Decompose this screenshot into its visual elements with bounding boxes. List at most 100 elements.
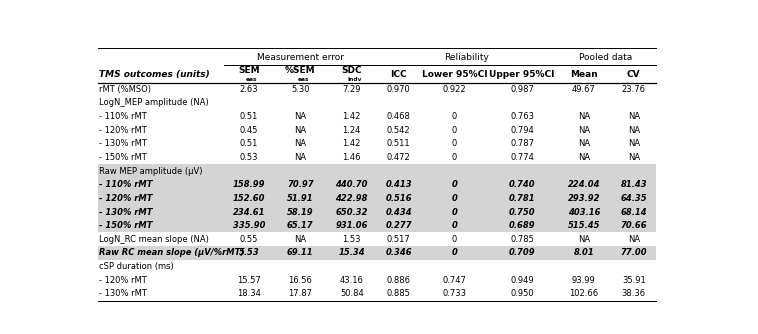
Text: - 110% rMT: - 110% rMT [99,112,146,121]
Text: 64.35: 64.35 [620,194,647,203]
Text: 335.90: 335.90 [233,221,265,230]
Text: TMS outcomes (units): TMS outcomes (units) [99,70,210,79]
Text: 1.53: 1.53 [343,235,361,244]
Text: - 130% rMT: - 130% rMT [99,139,147,148]
Text: 1.42: 1.42 [343,112,361,121]
Text: 0.53: 0.53 [240,153,258,162]
Text: 1.46: 1.46 [343,153,361,162]
Text: eas: eas [298,77,309,82]
Text: Raw MEP amplitude (μV): Raw MEP amplitude (μV) [99,167,202,176]
Text: - 120% rMT: - 120% rMT [99,126,146,135]
Text: Raw RC mean slope (μV/%rMT): Raw RC mean slope (μV/%rMT) [99,248,244,258]
Text: 70.97: 70.97 [287,180,314,189]
Text: 15.57: 15.57 [237,276,261,285]
Text: Measurement error: Measurement error [257,53,344,62]
Text: - 150% rMT: - 150% rMT [99,221,152,230]
Bar [98,219,656,232]
Text: 0.55: 0.55 [240,235,258,244]
Text: - 120% rMT: - 120% rMT [99,194,152,203]
Text: 51.91: 51.91 [287,194,314,203]
Text: 0: 0 [452,180,458,189]
Text: Upper 95%CI: Upper 95%CI [490,70,555,79]
Text: 0.774: 0.774 [510,153,534,162]
Text: 15.34: 15.34 [338,248,365,258]
Text: 0.709: 0.709 [509,248,535,258]
Text: 5.53: 5.53 [239,248,259,258]
Text: 0: 0 [452,248,458,258]
Text: LogN_RC mean slope (NA): LogN_RC mean slope (NA) [99,235,208,244]
Text: %SEM: %SEM [285,66,315,75]
Text: 23.76: 23.76 [622,85,646,94]
Text: Pooled data: Pooled data [579,53,632,62]
Text: 0.689: 0.689 [509,221,535,230]
Text: 0: 0 [452,126,457,135]
Text: SEM: SEM [238,66,260,75]
Text: 8.01: 8.01 [574,248,594,258]
Text: 0: 0 [452,112,457,121]
Text: 0.886: 0.886 [387,276,411,285]
Text: Mean: Mean [570,70,597,79]
Text: 58.19: 58.19 [287,207,314,216]
Text: 16.56: 16.56 [289,276,312,285]
Text: 0.472: 0.472 [387,153,411,162]
Text: 18.34: 18.34 [237,289,261,298]
Text: 0.45: 0.45 [240,126,258,135]
Text: 38.36: 38.36 [622,289,646,298]
Text: 422.98: 422.98 [336,194,368,203]
Text: 650.32: 650.32 [336,207,368,216]
Text: 0.950: 0.950 [510,289,534,298]
Text: 0: 0 [452,235,457,244]
Text: 0.740: 0.740 [509,180,535,189]
Text: - 120% rMT: - 120% rMT [99,276,146,285]
Text: 0.516: 0.516 [385,194,412,203]
Text: 65.17: 65.17 [287,221,314,230]
Text: 0.987: 0.987 [510,85,534,94]
Text: NA: NA [628,235,640,244]
Bar [98,246,656,260]
Text: 0.794: 0.794 [510,126,534,135]
Text: 0.885: 0.885 [387,289,411,298]
Text: 0.511: 0.511 [387,139,411,148]
Text: 1.24: 1.24 [343,126,361,135]
Text: NA: NA [628,112,640,121]
Text: SDC: SDC [341,66,362,75]
Text: 70.66: 70.66 [620,221,647,230]
Text: 102.66: 102.66 [569,289,598,298]
Text: NA: NA [294,112,306,121]
Text: 403.16: 403.16 [568,207,600,216]
Text: Reliability: Reliability [444,53,489,62]
Text: 0: 0 [452,139,457,148]
Text: 50.84: 50.84 [340,289,364,298]
Text: 49.67: 49.67 [572,85,596,94]
Text: 7.29: 7.29 [343,85,361,94]
Text: NA: NA [578,139,590,148]
Text: 0.763: 0.763 [510,112,534,121]
Text: NA: NA [578,153,590,162]
Text: cSP duration (ms): cSP duration (ms) [99,262,174,271]
Text: 2.63: 2.63 [240,85,258,94]
Bar [98,205,656,219]
Text: 0: 0 [452,221,458,230]
Text: NA: NA [628,126,640,135]
Text: rMT (%MSO): rMT (%MSO) [99,85,151,94]
Text: 5.30: 5.30 [291,85,309,94]
Text: 77.00: 77.00 [620,248,647,258]
Text: CV: CV [627,70,641,79]
Text: 0.542: 0.542 [387,126,411,135]
Text: - 110% rMT: - 110% rMT [99,180,152,189]
Text: 0.747: 0.747 [443,276,466,285]
Bar [98,192,656,205]
Text: 234.61: 234.61 [233,207,265,216]
Text: 152.60: 152.60 [233,194,265,203]
Text: 158.99: 158.99 [233,180,265,189]
Bar [98,164,656,178]
Text: 0.413: 0.413 [385,180,412,189]
Text: 68.14: 68.14 [620,207,647,216]
Text: 93.99: 93.99 [572,276,596,285]
Text: LogN_MEP amplitude (NA): LogN_MEP amplitude (NA) [99,99,208,108]
Text: eas: eas [246,77,258,82]
Text: NA: NA [578,235,590,244]
Text: 0.277: 0.277 [385,221,412,230]
Text: - 130% rMT: - 130% rMT [99,289,147,298]
Text: Lower 95%CI: Lower 95%CI [421,70,487,79]
